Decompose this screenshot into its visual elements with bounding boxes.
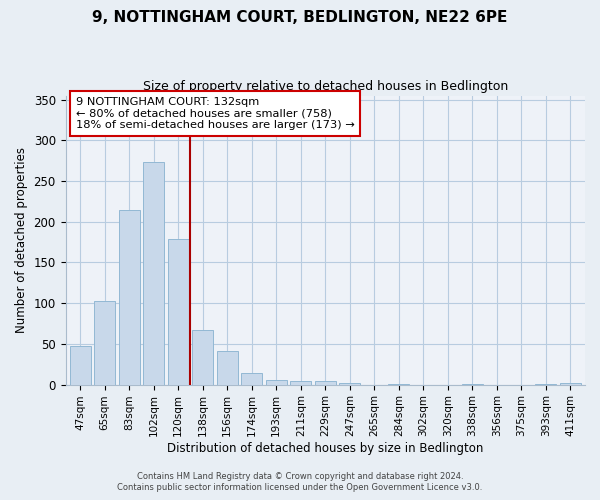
Title: Size of property relative to detached houses in Bedlington: Size of property relative to detached ho…	[143, 80, 508, 93]
Bar	[168, 239, 188, 384]
Text: Contains HM Land Registry data © Crown copyright and database right 2024.
Contai: Contains HM Land Registry data © Crown c…	[118, 472, 482, 492]
Bar	[560, 383, 581, 384]
Y-axis label: Number of detached properties: Number of detached properties	[15, 147, 28, 333]
Bar	[217, 351, 238, 384]
Bar	[340, 383, 360, 384]
Bar	[119, 210, 140, 384]
Bar	[315, 382, 335, 384]
Bar	[94, 300, 115, 384]
Bar	[143, 162, 164, 384]
Bar	[193, 330, 213, 384]
Text: 9 NOTTINGHAM COURT: 132sqm
← 80% of detached houses are smaller (758)
18% of sem: 9 NOTTINGHAM COURT: 132sqm ← 80% of deta…	[76, 97, 355, 130]
Bar	[241, 373, 262, 384]
Text: 9, NOTTINGHAM COURT, BEDLINGTON, NE22 6PE: 9, NOTTINGHAM COURT, BEDLINGTON, NE22 6P…	[92, 10, 508, 25]
Bar	[70, 346, 91, 385]
Bar	[266, 380, 287, 384]
X-axis label: Distribution of detached houses by size in Bedlington: Distribution of detached houses by size …	[167, 442, 484, 455]
Bar	[290, 380, 311, 384]
